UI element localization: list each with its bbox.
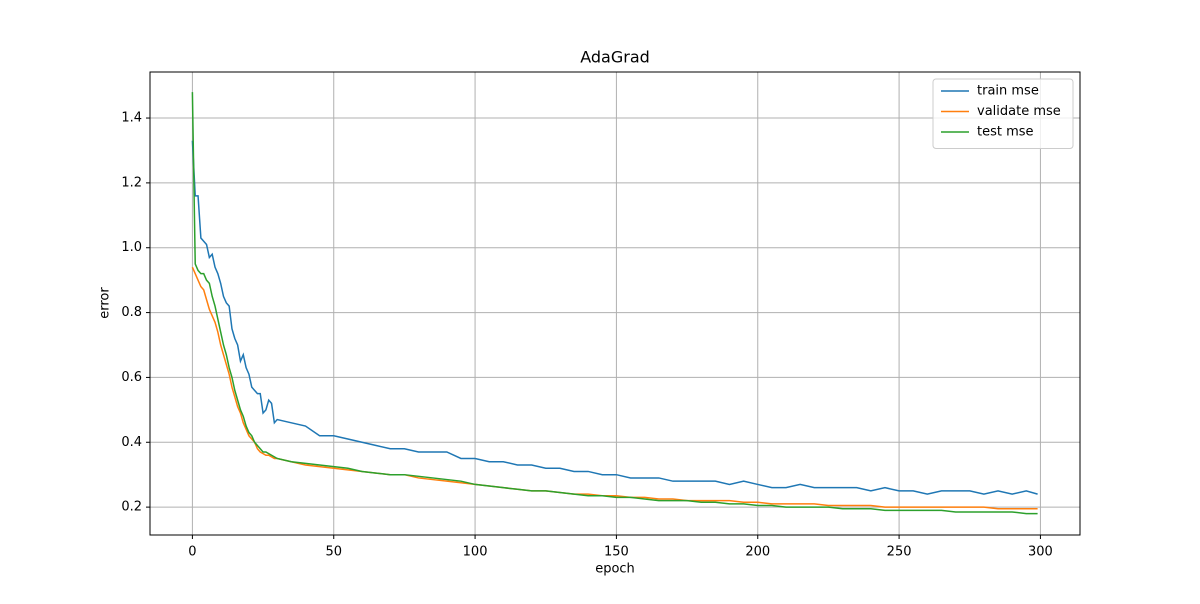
y-tick-label: 0.8 <box>121 305 142 320</box>
x-tick-label: 150 <box>604 545 629 560</box>
series-line <box>191 140 1038 495</box>
legend-label: train mse <box>977 84 1039 99</box>
y-axis-label: error <box>98 287 113 319</box>
x-tick-label: 0 <box>188 545 196 560</box>
y-tick-label: 1.2 <box>121 175 142 190</box>
y-tick-label: 0.6 <box>121 370 142 385</box>
legend-label: test mse <box>977 125 1034 140</box>
x-tick-label: 250 <box>887 545 912 560</box>
series-line <box>191 92 1038 515</box>
x-tick-label: 50 <box>325 545 342 560</box>
x-tick-label: 300 <box>1028 545 1053 560</box>
y-tick-label: 0.4 <box>121 435 142 450</box>
x-tick-label: 200 <box>745 545 770 560</box>
series-line <box>191 266 1038 510</box>
x-axis-label: epoch <box>595 562 635 577</box>
y-tick-label: 1.0 <box>121 240 142 255</box>
plot-frame <box>149 71 1081 536</box>
legend-box <box>932 78 1074 149</box>
chart-title: AdaGrad <box>580 48 650 67</box>
legend-label: validate mse <box>977 104 1061 119</box>
x-tick-label: 100 <box>463 545 488 560</box>
y-tick-label: 1.4 <box>121 111 142 126</box>
y-tick-label: 0.2 <box>121 500 142 515</box>
